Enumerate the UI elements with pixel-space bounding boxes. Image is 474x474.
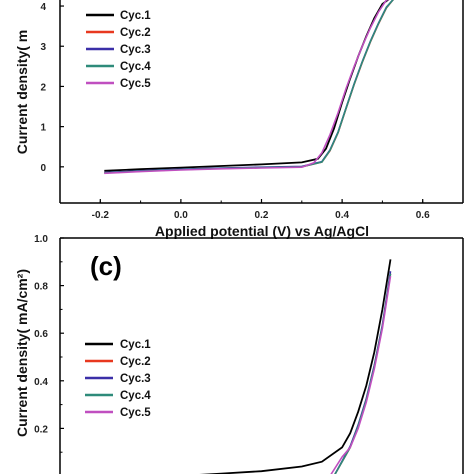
bottom-legend-label: Cyc.4 <box>120 390 151 402</box>
top-x-tick-label: 0.4 <box>335 210 349 221</box>
top-legend-label: Cyc.2 <box>120 27 151 39</box>
top-legend-label: Cyc.4 <box>120 61 151 73</box>
bottom-series-cyc4 <box>334 273 392 474</box>
bottom-y-tick-label: 0.2 <box>34 424 48 435</box>
top-x-tick-label: 0.2 <box>255 210 269 221</box>
bottom-legend-label: Cyc.2 <box>120 356 151 368</box>
top-ticks: 0 1 2 3 4 -0.2 0.0 0.2 0.4 0.6 <box>40 2 464 221</box>
bottom-legend: Cyc.1 Cyc.2 Cyc.3 Cyc.4 Cyc.5 <box>85 339 151 419</box>
top-legend-label: Cyc.3 <box>120 44 151 56</box>
bottom-legend-label: Cyc.3 <box>120 373 151 385</box>
bottom-y-axis-label: Current density( mA/cm²) <box>14 269 30 437</box>
top-x-tick-label: 0.0 <box>174 210 188 221</box>
top-legend-label: Cyc.5 <box>120 78 151 90</box>
top-x-axis-label: Applied potential (V) vs Ag/AgCl <box>155 223 369 239</box>
bottom-panel-label: (c) <box>90 251 122 281</box>
top-y-tick-label: 0 <box>40 163 46 174</box>
bottom-legend-label: Cyc.1 <box>120 339 151 351</box>
top-y-axis-label: Current density( m <box>14 30 30 154</box>
top-y-tick-label: 2 <box>40 82 46 93</box>
bottom-series-cyc3 <box>334 271 392 474</box>
top-x-tick-label: 0.6 <box>416 210 430 221</box>
bottom-series-cyc2 <box>334 273 392 474</box>
top-curves <box>104 0 394 175</box>
bottom-series-cyc5 <box>330 275 392 474</box>
bottom-series-cyc1 <box>199 259 392 474</box>
bottom-y-tick-label: 0.4 <box>34 377 48 388</box>
bottom-y-tick-label: 1.0 <box>34 234 48 245</box>
bottom-y-tick-label: 0.6 <box>34 329 48 340</box>
top-legend: Cyc.1 Cyc.2 Cyc.3 Cyc.4 Cyc.5 <box>86 10 151 90</box>
bottom-legend-label: Cyc.5 <box>120 407 151 419</box>
top-legend-label: Cyc.1 <box>120 10 151 22</box>
bottom-y-tick-label: 0.8 <box>34 282 48 293</box>
bottom-ticks: 0.2 0.4 0.6 0.8 1.0 <box>34 234 64 453</box>
bottom-curves <box>199 259 392 474</box>
top-y-tick-label: 3 <box>40 42 46 53</box>
top-series-cyc5 <box>104 0 390 175</box>
top-y-tick-label: 1 <box>40 123 46 134</box>
top-y-tick-label: 4 <box>40 2 46 13</box>
panel-bottom: 0.20.40.60.81.0 Cyc.1Cyc.2Cyc.3Cyc.4Cyc.… <box>14 234 464 474</box>
top-x-tick-label: -0.2 <box>92 210 110 221</box>
